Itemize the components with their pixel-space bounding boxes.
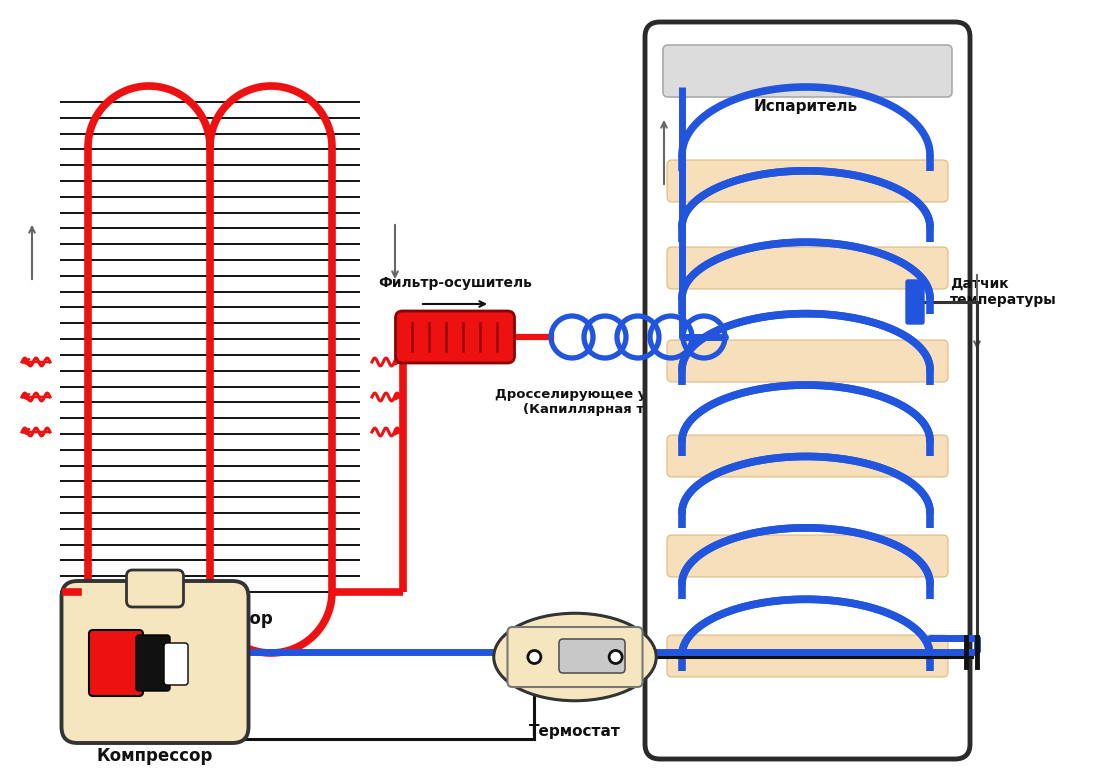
- FancyBboxPatch shape: [667, 535, 948, 577]
- FancyBboxPatch shape: [89, 630, 144, 696]
- Text: Термостат: Термостат: [529, 724, 620, 739]
- Text: Конденсатор: Конденсатор: [147, 610, 274, 628]
- FancyBboxPatch shape: [906, 280, 924, 324]
- Text: Датчик
температуры: Датчик температуры: [951, 277, 1057, 307]
- FancyBboxPatch shape: [667, 435, 948, 477]
- Text: Испаритель: Испаритель: [754, 99, 858, 114]
- FancyBboxPatch shape: [667, 160, 948, 202]
- FancyBboxPatch shape: [508, 627, 643, 687]
- Text: Компрессор: Компрессор: [97, 747, 213, 765]
- FancyBboxPatch shape: [559, 639, 625, 673]
- FancyBboxPatch shape: [395, 311, 514, 363]
- FancyBboxPatch shape: [667, 340, 948, 382]
- Ellipse shape: [493, 613, 656, 701]
- FancyBboxPatch shape: [667, 635, 948, 677]
- FancyBboxPatch shape: [62, 581, 248, 743]
- Circle shape: [609, 651, 623, 663]
- FancyBboxPatch shape: [645, 22, 970, 759]
- FancyBboxPatch shape: [127, 570, 183, 607]
- FancyBboxPatch shape: [136, 635, 170, 691]
- FancyBboxPatch shape: [664, 45, 952, 97]
- FancyBboxPatch shape: [164, 643, 188, 685]
- Text: Фильтр-осушитель: Фильтр-осушитель: [378, 276, 532, 290]
- FancyBboxPatch shape: [667, 247, 948, 289]
- Circle shape: [528, 651, 541, 663]
- Text: Дросселирующее устройство
(Капиллярная трубка): Дросселирующее устройство (Капиллярная т…: [496, 388, 724, 416]
